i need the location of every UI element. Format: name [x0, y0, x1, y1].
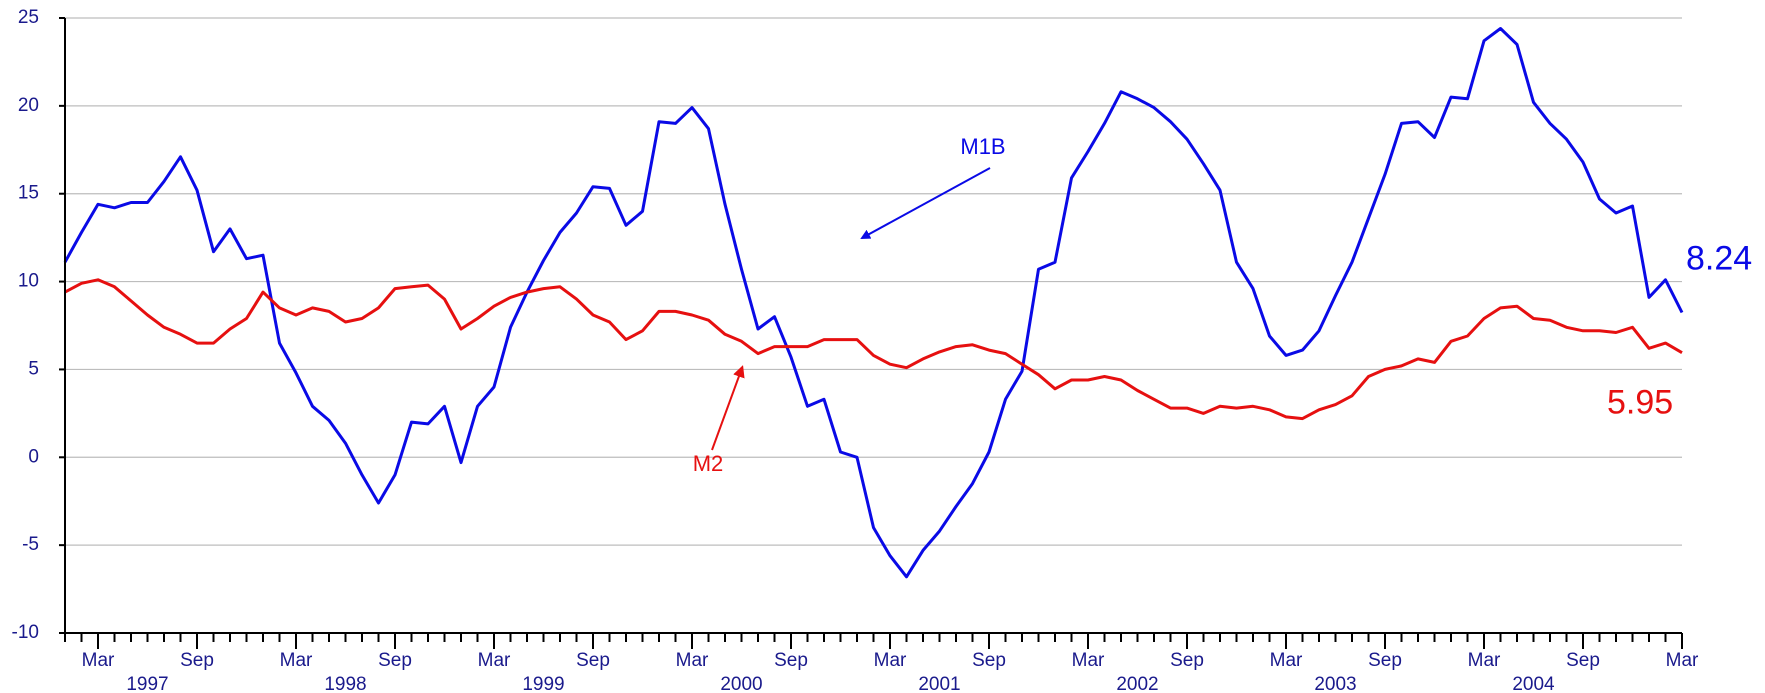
x-tick-label: Mar — [280, 650, 313, 671]
y-tick-label: 25 — [18, 7, 39, 28]
x-tick-label: Sep — [1566, 650, 1600, 671]
x-tick-label: Sep — [576, 650, 610, 671]
x-tick-label: Mar — [1468, 650, 1501, 671]
x-group-label: 2003 — [1314, 674, 1356, 693]
x-group-label: 2004 — [1512, 674, 1555, 693]
x-tick-label: Mar — [1666, 650, 1699, 671]
end-value-label: 8.24 — [1686, 239, 1752, 277]
x-tick-label: Mar — [676, 650, 709, 671]
x-group-label: 2001 — [918, 674, 960, 693]
grid — [65, 17, 1682, 634]
lines — [63, 27, 1684, 579]
x-tick-label: Sep — [774, 650, 808, 671]
x-tick-label: Sep — [1368, 650, 1402, 671]
x-tick-label: Mar — [1270, 650, 1303, 671]
y-tick-label: 20 — [18, 95, 39, 116]
series-annotation: M1B — [960, 134, 1005, 159]
x-tick-label: Sep — [972, 650, 1006, 671]
x-group-label: 1997 — [126, 674, 168, 693]
y-tick-label: 15 — [18, 183, 39, 204]
series-annotation: M2 — [693, 451, 724, 476]
x-tick-label: Sep — [378, 650, 412, 671]
y-tick-label: -10 — [12, 622, 39, 643]
x-tick-label: Mar — [478, 650, 511, 671]
annotation-arrow — [711, 365, 745, 451]
x-tick-label: Mar — [1072, 650, 1105, 671]
series-line — [64, 278, 1683, 421]
x-tick-label: Mar — [874, 650, 907, 671]
y-tick-label: -5 — [22, 534, 39, 555]
x-tick-label: Sep — [1170, 650, 1204, 671]
y-tick-label: 0 — [28, 446, 39, 467]
x-group-label: 2002 — [1116, 674, 1158, 693]
x-group-label: 1999 — [522, 674, 564, 693]
y-tick-label: 10 — [18, 271, 39, 292]
annotation-arrow — [860, 167, 991, 239]
x-tick-label: Sep — [180, 650, 214, 671]
x-group-label: 1998 — [324, 674, 366, 693]
x-tick-label: Mar — [82, 650, 115, 671]
end-value-label: 5.95 — [1607, 384, 1673, 422]
x-group-label: 2000 — [720, 674, 762, 693]
y-tick-label: 5 — [28, 358, 39, 379]
series-line — [63, 27, 1684, 579]
